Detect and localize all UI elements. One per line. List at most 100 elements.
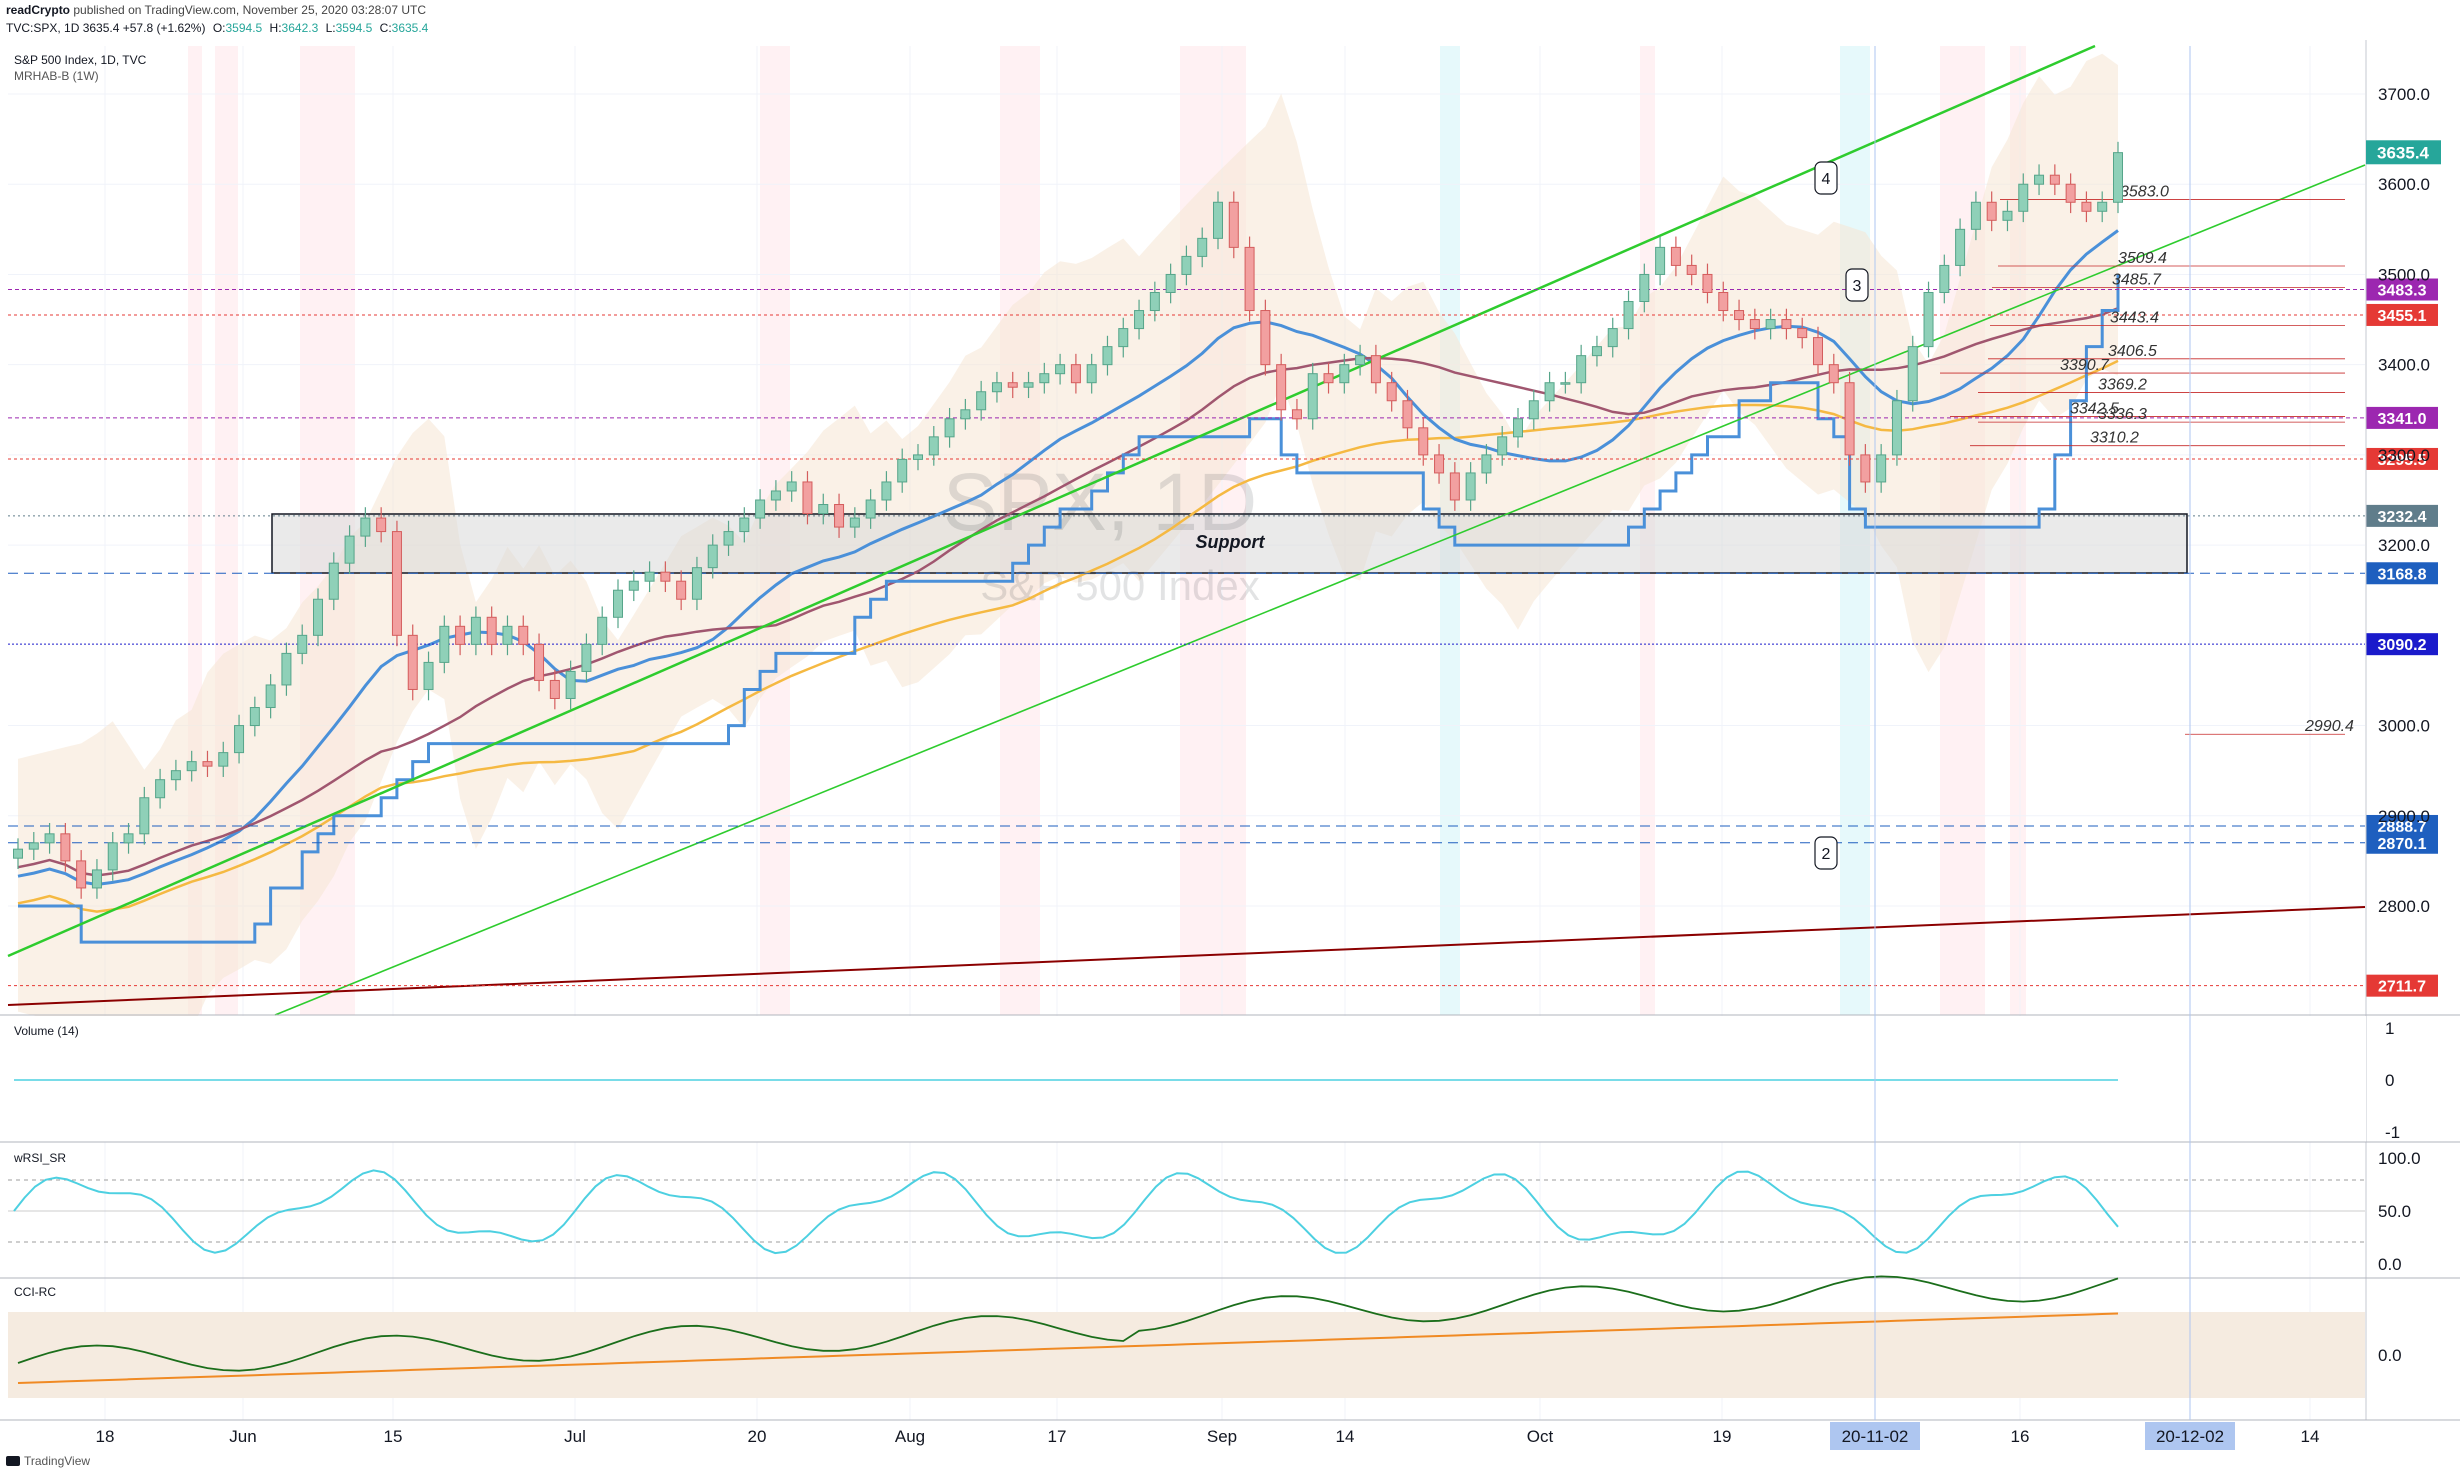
candle-body-90 — [1434, 454, 1445, 474]
current-price-badge — [2366, 140, 2441, 165]
candle-132 — [2097, 191, 2108, 223]
candle-body-68 — [1086, 364, 1097, 384]
level-badge-label-7: 2888.7 — [2378, 819, 2427, 836]
candle-60 — [960, 398, 971, 430]
candle-69 — [1102, 335, 1113, 376]
level-badge-4 — [2366, 504, 2438, 527]
candle-133 — [2113, 141, 2123, 214]
candle-78 — [1244, 236, 1255, 322]
candle-body-8 — [139, 797, 150, 835]
candle-body-14 — [234, 725, 245, 754]
candle-body-24 — [391, 531, 402, 636]
candle-body-63 — [1007, 382, 1018, 388]
level-badge-label-6: 3090.2 — [2378, 637, 2427, 654]
candle-35 — [565, 660, 576, 710]
candle-body-98 — [1560, 382, 1571, 385]
callout-label-3: 3 — [1853, 278, 1862, 295]
candle-7 — [123, 822, 134, 854]
candle-1 — [28, 832, 39, 860]
candle-body-3 — [60, 833, 71, 862]
candle-108 — [1718, 281, 1729, 322]
candle-body-4 — [76, 860, 87, 889]
time-tick-7: Sep — [1207, 1427, 1237, 1446]
candle-body-12 — [202, 761, 213, 767]
candle-102 — [1623, 290, 1634, 340]
candle-4 — [76, 850, 87, 899]
candle-body-10 — [170, 770, 181, 781]
candle-25 — [407, 624, 418, 701]
candle-85 — [1355, 344, 1366, 376]
candle-130 — [2065, 173, 2076, 214]
time-tick-8: 14 — [1336, 1427, 1355, 1446]
candle-27 — [439, 615, 450, 674]
candle-body-26 — [423, 661, 434, 690]
candle-14 — [234, 714, 245, 764]
time-highlight-label-0: 20-11-02 — [1842, 1427, 1909, 1446]
price-tick-1: 3600.0 — [2378, 175, 2430, 194]
candle-94 — [1497, 426, 1508, 466]
candle-body-65 — [1039, 373, 1050, 384]
level-text-10: 2990.4 — [2304, 718, 2354, 735]
candle-body-2 — [44, 833, 55, 844]
candle-body-130 — [2065, 183, 2076, 203]
candle-body-66 — [1055, 364, 1066, 375]
candle-body-25 — [407, 634, 418, 690]
candle-body-131 — [2081, 201, 2092, 212]
candle-37 — [597, 606, 608, 656]
tradingview-footer[interactable]: TradingView — [6, 1454, 90, 1468]
candle-body-79 — [1260, 310, 1271, 366]
candle-109 — [1734, 299, 1745, 331]
candle-body-119 — [1891, 400, 1902, 456]
rsi-panel-name: wRSI_SR — [13, 1151, 66, 1165]
candle-51 — [818, 493, 829, 525]
candle-29 — [470, 606, 481, 656]
trendline-upper — [7, 44, 2096, 958]
candle-body-76 — [1213, 201, 1223, 239]
candle-body-94 — [1497, 436, 1508, 456]
candle-31 — [502, 615, 513, 656]
support-box — [271, 513, 2188, 574]
candle-body-112 — [1781, 319, 1792, 330]
candle-116 — [1844, 371, 1855, 466]
time-tick-3: Jul — [564, 1427, 586, 1446]
time-highlight-box-0 — [1830, 1422, 1920, 1450]
candle-body-127 — [2018, 183, 2029, 212]
candle-20 — [328, 552, 339, 611]
candle-54 — [865, 489, 876, 529]
candle-body-107 — [1702, 273, 1713, 293]
candle-body-17 — [281, 652, 292, 686]
ohlc-line: TVC:SPX, 1D 3635.4 +57.8 (+1.62%) O:3594… — [6, 21, 428, 35]
candle-75 — [1197, 227, 1208, 268]
support-label: Support — [1196, 532, 1266, 552]
candle-48 — [770, 480, 781, 511]
candle-body-125 — [1986, 201, 1997, 221]
candle-body-54 — [865, 499, 876, 519]
candle-body-7 — [123, 833, 134, 844]
price-tick-6: 3000.0 — [2378, 717, 2430, 736]
candle-body-87 — [1386, 382, 1397, 402]
level-text-1: 3509.4 — [2118, 250, 2167, 267]
candle-body-88 — [1402, 400, 1413, 429]
candle-56 — [897, 448, 908, 493]
candle-45 — [723, 520, 734, 556]
price-tick-2: 3500.0 — [2378, 265, 2430, 284]
legend-indicator: MRHAB-B (1W) — [14, 69, 99, 83]
rsi-tick-1: 50.0 — [2378, 1202, 2411, 1221]
level-badge-5 — [2366, 562, 2438, 585]
candle-12 — [202, 750, 213, 777]
level-badge-label-4: 3232.4 — [2378, 509, 2427, 526]
candle-body-85 — [1355, 355, 1366, 366]
candle-125 — [1986, 191, 1997, 232]
candle-19 — [313, 588, 323, 647]
candle-0 — [13, 838, 23, 870]
candle-body-42 — [676, 580, 687, 600]
candle-92 — [1465, 462, 1476, 511]
candle-16 — [265, 674, 276, 719]
candle-76 — [1213, 191, 1223, 250]
time-tick-5: Aug — [895, 1427, 925, 1446]
candle-128 — [2034, 164, 2045, 196]
legend-title: S&P 500 Index, 1D, TVC — [14, 53, 147, 67]
candle-body-29 — [470, 616, 481, 645]
candle-73 — [1165, 263, 1176, 304]
